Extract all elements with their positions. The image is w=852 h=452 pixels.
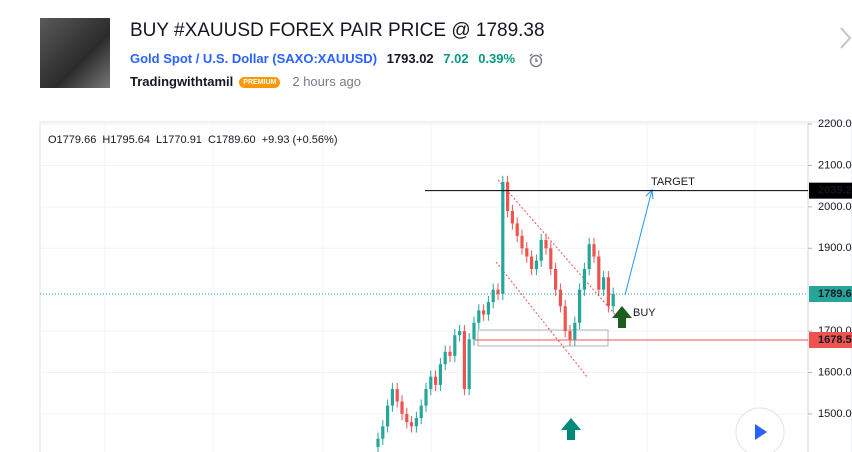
channel-lower: [495, 261, 589, 379]
ohlc-legend: O1779.66: [48, 134, 96, 146]
buy-arrow[interactable]: [612, 306, 632, 328]
candle-body: [563, 306, 567, 332]
candle-body: [558, 289, 562, 307]
candle-body: [458, 331, 462, 336]
play-icon: [755, 424, 767, 440]
candle-body: [525, 248, 529, 257]
candle-body: [419, 405, 423, 419]
candle-body: [578, 289, 582, 323]
candle-body: [530, 256, 534, 269]
author-line: Tradingwithtamil PREMIUM 2 hours ago: [130, 74, 361, 89]
candle-body: [381, 426, 385, 439]
candle-body: [448, 351, 452, 356]
candle-body: [467, 339, 471, 390]
range-box: [477, 329, 609, 347]
candle-body: [606, 277, 610, 307]
candle-body: [410, 422, 414, 427]
price-badge-label: 1789.6: [818, 288, 852, 300]
ohlc-legend: +9.93 (+0.56%): [262, 134, 338, 146]
candle-body: [501, 182, 505, 294]
candle-body: [573, 322, 577, 340]
candle-body: [400, 401, 404, 414]
candle-body: [429, 376, 433, 390]
candle-body: [395, 389, 399, 402]
author-name[interactable]: Tradingwithtamil: [130, 74, 234, 89]
post-time: 2 hours ago: [292, 74, 362, 89]
candle-body: [434, 376, 438, 385]
author-avatar[interactable]: [40, 18, 110, 88]
channel-upper: [497, 179, 619, 319]
candle-body: [544, 240, 548, 249]
premium-badge: PREMIUM: [239, 77, 281, 89]
candle-body: [611, 293, 615, 307]
candle-body: [482, 310, 486, 315]
candle-body: [602, 277, 606, 290]
candle-body: [506, 182, 510, 212]
symbol-name[interactable]: Gold Spot / U.S. Dollar: [130, 51, 269, 66]
ohlc-legend: L1770.91: [156, 134, 202, 146]
y-tick-label: 2100.0: [818, 159, 852, 171]
candle-body: [496, 289, 500, 294]
y-tick-label: 1600.0: [818, 366, 852, 378]
candle-body: [386, 405, 390, 427]
symbol-code[interactable]: (SAXO:XAUUSD): [272, 51, 378, 66]
price-badge: [809, 331, 852, 348]
price-badge: [809, 285, 852, 302]
symbol-price: 1793.02: [386, 51, 434, 66]
next-arrow[interactable]: [836, 24, 852, 54]
candle-body: [443, 351, 447, 365]
y-tick-label: 2000.0: [818, 201, 852, 213]
candle-body: [515, 223, 519, 236]
candle-body: [549, 248, 553, 269]
candle-body: [568, 331, 572, 340]
symbol-change-pct: 0.39%: [478, 51, 516, 66]
candle-body: [438, 364, 442, 385]
candle-body: [405, 413, 409, 423]
candle-body: [462, 331, 466, 390]
candle-body: [510, 211, 514, 224]
candle-body: [486, 302, 490, 315]
annotation-buy: BUY: [633, 307, 656, 319]
candle-body: [390, 389, 394, 406]
chart-frame: [39, 121, 852, 452]
candle-body: [520, 235, 524, 249]
symbol-line: Gold Spot / U.S. Dollar (SAXO:XAUUSD) 17…: [130, 51, 545, 68]
y-tick-label: 1900.0: [818, 242, 852, 254]
candle-body: [376, 438, 380, 448]
candle-body: [592, 244, 596, 257]
candle-body: [472, 322, 476, 340]
candle-body: [587, 244, 591, 269]
candle-body: [491, 289, 495, 303]
candle-body: [554, 268, 558, 290]
annotation-target: TARGET: [651, 176, 695, 188]
y-tick-label: 1500.0: [818, 408, 852, 420]
ohlc-legend: H1795.64: [102, 134, 150, 146]
ohlc-legend: C1789.60: [208, 134, 256, 146]
candle-body: [424, 389, 428, 406]
price-badge: [809, 182, 852, 199]
candle-body: [534, 260, 538, 269]
time-grid: [104, 122, 756, 452]
alert-icon[interactable]: [527, 52, 545, 68]
symbol-change: 7.02: [443, 51, 469, 66]
candle-body: [453, 335, 457, 356]
candle-body: [414, 418, 418, 427]
price-badge-label: 2039.2: [818, 185, 852, 197]
idea-title: BUY #XAUUSD FOREX PAIR PRICE @ 1789.38: [130, 20, 545, 41]
candle-body: [597, 256, 601, 290]
idea-header: BUY #XAUUSD FOREX PAIR PRICE @ 1789.38 G…: [0, 0, 852, 120]
target-arrow: [624, 188, 654, 296]
candle-body: [582, 268, 586, 290]
candle-body: [539, 240, 543, 261]
price-badge-label: 1678.5: [818, 334, 852, 346]
y-tick-label: 2200.0: [818, 118, 852, 130]
candle-body: [477, 310, 481, 323]
signal-arrow[interactable]: [561, 418, 581, 440]
